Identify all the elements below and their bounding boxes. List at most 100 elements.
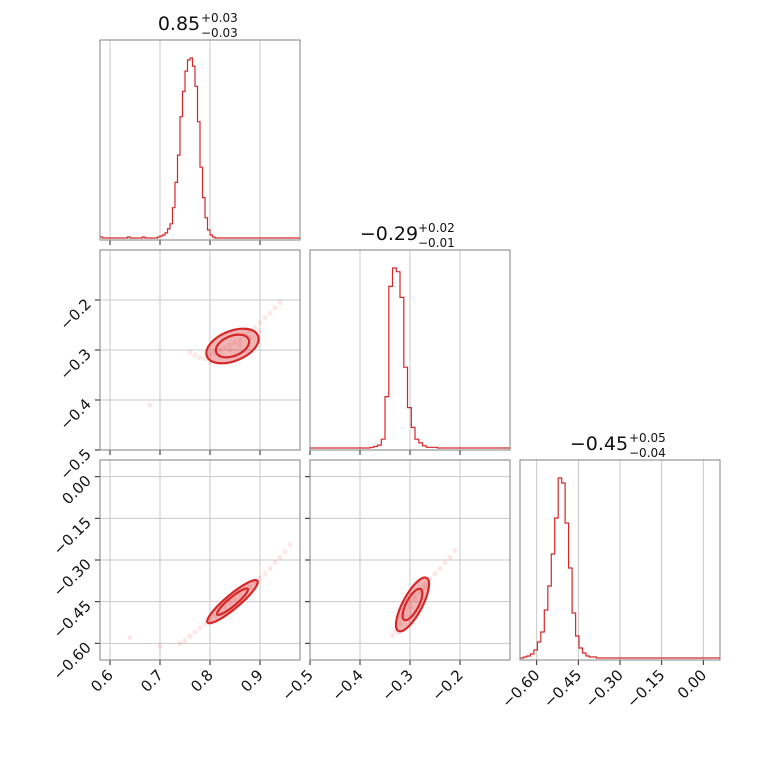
scatter-point xyxy=(287,542,293,548)
tick-label-y: −0.45 xyxy=(50,597,95,642)
title-minus-2: −0.04 xyxy=(629,446,666,460)
scatter-point xyxy=(147,402,153,408)
tick-label-x: 0.8 xyxy=(187,666,217,696)
scatter-point xyxy=(397,615,403,621)
scatter-point xyxy=(397,621,403,627)
scatter-point xyxy=(412,596,418,602)
scatter-point xyxy=(207,352,213,358)
scatter-point xyxy=(442,560,448,566)
scatter-point xyxy=(282,549,288,555)
panel-frame xyxy=(309,249,511,451)
scatter-point xyxy=(237,337,243,343)
scatter-point xyxy=(257,328,263,334)
tick-label-y: −0.3 xyxy=(56,345,94,383)
tick-label-x: −0.60 xyxy=(498,666,543,711)
panels: −0.60−0.45−0.30−0.15 0.00−0.5−0.4−0.3−0.2… xyxy=(50,39,721,711)
scatter-point xyxy=(202,356,208,362)
panel-frame xyxy=(99,39,301,241)
scatter-point xyxy=(127,635,133,641)
histogram-p0 xyxy=(100,57,300,239)
title-param-0: 0.85 +0.03 −0.03 xyxy=(158,11,238,40)
scatter-point xyxy=(437,565,443,571)
title-value-2: −0.45 xyxy=(570,433,628,455)
contour-level-1 xyxy=(206,579,259,625)
tick-label-x: 0.9 xyxy=(237,666,267,696)
scatter-point xyxy=(227,347,233,353)
tick-label-x: −0.30 xyxy=(582,666,627,711)
scatter-point xyxy=(232,339,238,346)
scatter-point xyxy=(227,342,233,348)
scatter-point xyxy=(422,585,428,591)
scatter-point xyxy=(252,324,258,331)
scatter-point xyxy=(247,583,253,589)
panel-frame xyxy=(519,459,721,661)
panel-1-0: −0.5−0.4−0.3−0.2 xyxy=(56,249,301,484)
scatter-point xyxy=(262,314,268,321)
scatter-point xyxy=(202,621,208,627)
tick-label-x: −0.15 xyxy=(623,666,668,711)
title-param-1: −0.29 +0.02 −0.01 xyxy=(360,221,455,250)
panel-2-1: −0.5 −0.4 −0.3 −0.2 xyxy=(278,459,511,705)
tick-label-y: −0.4 xyxy=(56,395,94,433)
title-plus-0: +0.03 xyxy=(201,11,238,25)
contour-level-2 xyxy=(215,587,250,617)
contour-level-2 xyxy=(214,333,251,359)
scatter-point xyxy=(187,349,193,356)
scatter-point xyxy=(422,582,428,588)
scatter-point xyxy=(192,629,198,635)
tick-label-x: −0.4 xyxy=(328,666,366,704)
scatter-point xyxy=(272,560,278,566)
scatter-point xyxy=(237,342,243,348)
scatter-point xyxy=(192,352,198,358)
scatter-point xyxy=(197,354,203,361)
scatter-point xyxy=(177,640,183,646)
scatter-point xyxy=(412,593,418,599)
scatter-point xyxy=(407,604,413,610)
contour-level-2 xyxy=(401,587,424,622)
scatter-point xyxy=(277,299,283,306)
panel-2-2: −0.60−0.45−0.30−0.15 0.00 xyxy=(498,459,721,711)
scatter-point xyxy=(257,319,263,326)
scatter-point xyxy=(157,643,163,649)
histogram-p1 xyxy=(310,267,510,449)
tick-label-x: 0.7 xyxy=(137,666,167,696)
scatter-point xyxy=(452,547,458,553)
histogram-p2 xyxy=(520,477,720,659)
scatter-point xyxy=(232,596,238,602)
scatter-point xyxy=(222,344,228,351)
panel-0-0 xyxy=(99,39,301,245)
title-value-1: −0.29 xyxy=(360,223,418,245)
panel-frame xyxy=(99,249,301,451)
tick-label-x: −0.2 xyxy=(428,666,466,704)
tick-label-x: 0.00 xyxy=(674,666,710,702)
tick-label-y: −0.60 xyxy=(50,638,95,683)
tick-label-x: 0.6 xyxy=(87,666,117,696)
panel-1-1 xyxy=(309,249,511,455)
scatter-point xyxy=(187,633,193,639)
title-value-0: 0.85 xyxy=(158,13,200,35)
title-minus-0: −0.03 xyxy=(201,26,238,40)
tick-label-x: −0.3 xyxy=(378,666,416,704)
tick-label-x: −0.5 xyxy=(278,666,316,704)
scatter-point xyxy=(257,575,263,581)
tick-label-y: −0.30 xyxy=(50,555,95,600)
contour-level-1 xyxy=(205,327,260,365)
title-plus-1: +0.02 xyxy=(418,221,455,235)
title-minus-1: −0.01 xyxy=(418,236,455,250)
panel-frame xyxy=(99,459,301,661)
tick-label-y: −0.2 xyxy=(56,295,94,333)
title-param-2: −0.45 +0.05 −0.04 xyxy=(570,431,666,460)
scatter-point xyxy=(267,310,273,316)
scatter-point xyxy=(217,347,223,353)
scatter-point xyxy=(222,604,228,610)
tick-label-x: −0.45 xyxy=(540,666,585,711)
scatter-point xyxy=(262,571,268,577)
tick-label-y: −0.15 xyxy=(50,513,95,558)
title-plus-2: +0.05 xyxy=(629,431,666,445)
panel-frame xyxy=(309,459,511,661)
scatter-point xyxy=(237,592,243,598)
scatter-point xyxy=(197,625,203,631)
panel-2-0: 0.6 0.7 0.8 0.9−0.60−0.45−0.30−0.150.00 xyxy=(50,459,301,696)
scatter-point xyxy=(389,632,396,638)
